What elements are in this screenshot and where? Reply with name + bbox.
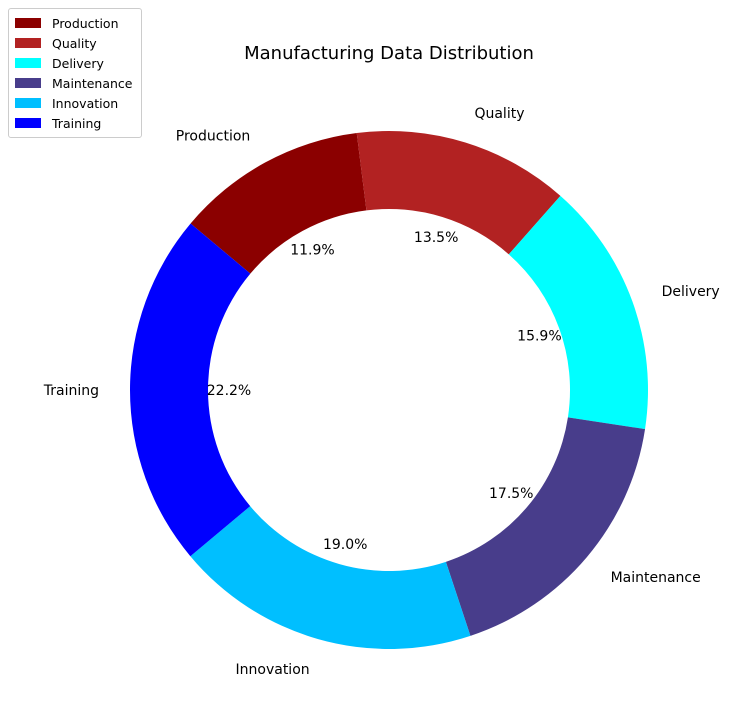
- slice-label-quality: Quality: [474, 106, 524, 122]
- slice-label-maintenance: Maintenance: [611, 570, 701, 586]
- legend-label: Training: [52, 115, 102, 131]
- legend-swatch: [15, 78, 41, 88]
- legend-swatch: [15, 58, 41, 68]
- slice-label-production: Production: [176, 128, 250, 144]
- slice-label-training: Training: [43, 383, 99, 399]
- donut-slices: [130, 131, 648, 649]
- slice-maintenance: [445, 417, 646, 636]
- slice-labels: Production 11.9% Quality 13.5% Delivery 15.9%…: [43, 106, 720, 678]
- legend-label: Maintenance: [52, 75, 133, 91]
- pct-label-delivery: 15.9%: [517, 328, 561, 344]
- legend-item-delivery: Delivery: [15, 53, 135, 73]
- pct-label-innovation: 19.0%: [323, 537, 367, 553]
- legend-swatch: [15, 98, 41, 108]
- chart-title: Manufacturing Data Distribution: [244, 43, 534, 64]
- legend-item-training: Training: [15, 113, 135, 133]
- legend-item-quality: Quality: [15, 33, 135, 53]
- legend-item-innovation: Innovation: [15, 93, 135, 113]
- legend-swatch: [15, 38, 41, 48]
- legend-label: Delivery: [52, 55, 104, 71]
- pct-label-production: 11.9%: [290, 242, 334, 258]
- slice-delivery: [508, 195, 648, 430]
- slice-production: [190, 133, 367, 274]
- slice-innovation: [190, 506, 471, 649]
- pct-label-quality: 13.5%: [414, 230, 458, 246]
- legend-label: Production: [52, 15, 119, 31]
- legend-swatch: [15, 118, 41, 128]
- pct-label-maintenance: 17.5%: [489, 486, 533, 502]
- pct-label-training: 22.2%: [207, 383, 251, 399]
- legend-label: Innovation: [52, 95, 119, 111]
- slice-quality: [356, 131, 561, 255]
- legend-item-maintenance: Maintenance: [15, 73, 135, 93]
- legend-item-production: Production: [15, 13, 135, 33]
- legend-swatch: [15, 18, 41, 28]
- slice-label-innovation: Innovation: [236, 662, 310, 678]
- chart-legend: Production Quality Delivery Maintenance Inno…: [8, 8, 142, 138]
- legend-label: Quality: [52, 35, 97, 51]
- slice-label-delivery: Delivery: [662, 284, 720, 300]
- slice-training: [130, 223, 251, 557]
